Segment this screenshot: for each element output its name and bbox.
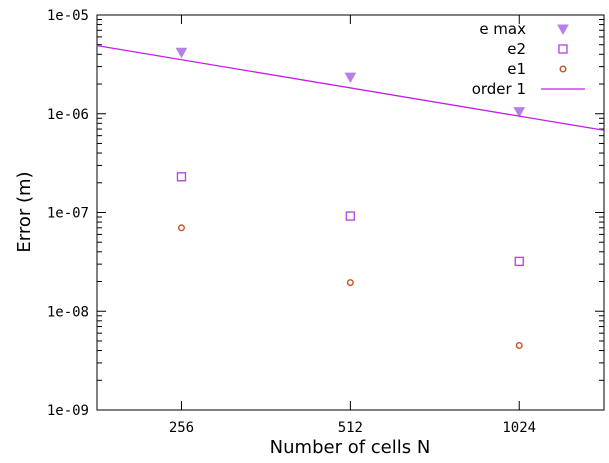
data-point-e2 (176, 172, 187, 182)
x-tick-label: 1024 (502, 420, 536, 436)
x-axis-title: Number of cells N (270, 437, 431, 458)
data-point-e2 (514, 256, 524, 267)
legend-label-e2: e2 (507, 40, 526, 58)
x-tick-label: 256 (169, 420, 194, 436)
data-point-e1 (515, 341, 523, 349)
legend-label-e-max: e max (479, 20, 526, 38)
data-point-e1 (177, 224, 185, 232)
data-point-e-max (513, 107, 526, 118)
series-line-order-1 (96, 44, 605, 131)
y-axis-title: Error (m) (14, 171, 35, 252)
legend-sample-e2 (558, 44, 568, 54)
data-point-e-max (344, 72, 357, 84)
y-tick-label: 1e-09 (47, 403, 89, 419)
legend-label-e1: e1 (507, 60, 526, 78)
legend-sample-e-max (557, 24, 569, 36)
y-tick-label: 1e-08 (47, 304, 89, 320)
y-tick-label: 1e-06 (47, 107, 89, 123)
y-tick-label: 1e-07 (47, 206, 89, 222)
data-point-e1 (346, 279, 354, 287)
legend-label-order-1: order 1 (472, 80, 526, 98)
x-tick-label: 512 (338, 420, 363, 436)
data-point-e2 (345, 211, 356, 221)
y-tick-label: 1e-05 (47, 8, 89, 24)
data-point-e-max (175, 47, 188, 59)
legend-sample-e1 (559, 65, 567, 73)
